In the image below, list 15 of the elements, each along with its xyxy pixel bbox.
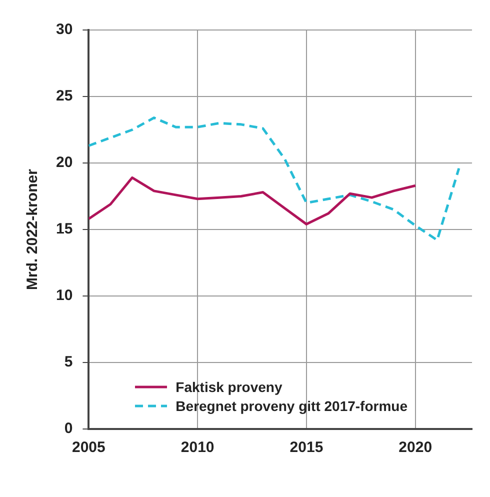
y-tick-label: 20 xyxy=(56,154,73,172)
line-series xyxy=(88,116,460,242)
legend-label: Beregnet proveny gitt 2017-formue xyxy=(176,398,408,414)
y-axis-title: Mrd. 2022-kroner xyxy=(24,168,42,290)
x-tick-label: 2005 xyxy=(72,439,106,456)
y-tick-label: 10 xyxy=(56,287,73,304)
y-tick-label: 30 xyxy=(56,21,73,38)
y-tick-label: 0 xyxy=(64,420,73,438)
legend-label: Faktisk proveny xyxy=(176,379,282,395)
y-tick-label: 25 xyxy=(56,88,73,105)
y-tick-label: 15 xyxy=(56,220,73,238)
x-tick-label: 2010 xyxy=(180,439,214,456)
x-tick-label: 2020 xyxy=(398,439,432,456)
x-tick-label: 2015 xyxy=(290,439,324,456)
y-tick-label: 5 xyxy=(64,354,73,371)
